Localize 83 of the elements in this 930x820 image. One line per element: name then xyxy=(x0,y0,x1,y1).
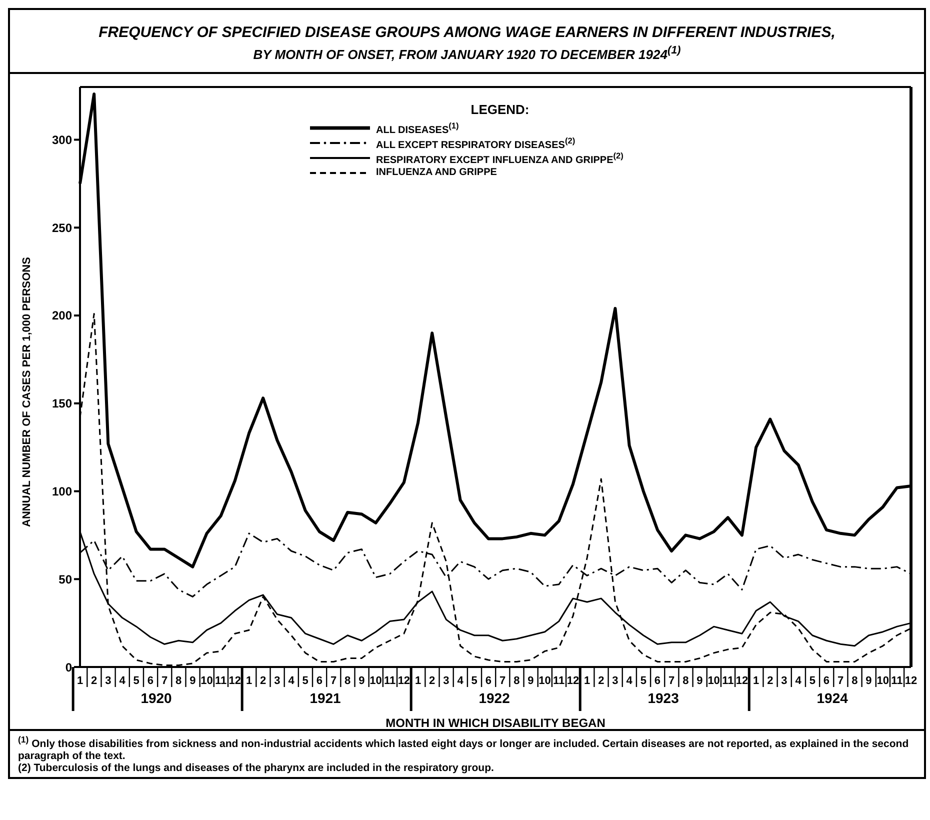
text: 1923 xyxy=(648,690,680,706)
x-tick-label: 7 xyxy=(499,675,506,688)
x-tick-label: 1 xyxy=(753,675,760,688)
x-tick-label: 10 xyxy=(876,675,889,688)
x-tick-label: 3 xyxy=(274,675,280,688)
x-tick-label: 5 xyxy=(640,675,646,688)
x-tick-label: 9 xyxy=(190,675,196,688)
x-tick-label: 12 xyxy=(566,675,580,688)
text: (2) Tuberculosis of the lungs and diseases of the pharynx are included in the respiratory group. xyxy=(18,762,494,774)
legend-label: RESPIRATORY EXCEPT INFLUENZA AND GRIPPE$^{(2)}$ xyxy=(376,150,624,166)
legend-title: LEGEND: xyxy=(470,102,530,118)
x-tick-label: 8 xyxy=(176,675,182,688)
legend-label: INFLUENZA AND GRIPPE xyxy=(376,167,497,178)
x-tick-label: 3 xyxy=(781,675,788,688)
x-tick-label: 6 xyxy=(485,675,492,688)
x-tick-label: 9 xyxy=(866,675,872,688)
x-tick-label: 11 xyxy=(384,675,396,688)
x-tick-label: 4 xyxy=(457,675,464,688)
x-tick-label: 11 xyxy=(215,675,227,688)
x-tick-label: 5 xyxy=(809,675,816,688)
legend-label: ALL EXCEPT RESPIRATORY DISEASES$^{(2)}$ xyxy=(376,135,576,150)
x-tick-label: 10 xyxy=(200,675,213,688)
x-tick-label: 12 xyxy=(228,675,242,688)
x-tick-label: 7 xyxy=(838,675,844,688)
x-tick-label: 7 xyxy=(161,675,168,688)
x-tick-label: 2 xyxy=(767,675,774,688)
x-tick-label: 1 xyxy=(246,675,252,688)
x-tick-label: 4 xyxy=(119,675,126,688)
x-tick-label: 4 xyxy=(626,675,634,688)
x-tick-label: 2 xyxy=(598,675,604,688)
x-tick-label: 6 xyxy=(654,675,661,688)
x-tick-label: 3 xyxy=(443,675,450,688)
x-tick-label: 9 xyxy=(528,675,534,688)
x-tick-label: 2 xyxy=(91,675,98,688)
text: 1924 xyxy=(816,690,848,706)
x-tick-label: 3 xyxy=(612,675,618,688)
x-tick-label: 10 xyxy=(370,675,382,688)
y-tick-label: 200 xyxy=(52,309,72,324)
x-tick-label: 8 xyxy=(682,675,689,688)
x-tick-label: 10 xyxy=(708,675,720,688)
x-axis-title: MONTH IN WHICH DISABILITY BEGAN xyxy=(386,716,606,730)
text: 1921 xyxy=(310,690,342,706)
x-tick-label: 6 xyxy=(316,675,323,688)
x-tick-label: 8 xyxy=(852,675,858,688)
x-tick-label: 1 xyxy=(76,675,84,688)
x-tick-label: 6 xyxy=(823,675,830,688)
x-tick-label: 1 xyxy=(414,675,422,688)
x-tick-label: 5 xyxy=(133,675,140,688)
y-tick-label: 50 xyxy=(58,572,72,587)
x-tick-label: 8 xyxy=(344,675,351,688)
legend-label: ALL DISEASES$^{(1)}$ xyxy=(376,120,459,136)
y-tick-label: 250 xyxy=(52,221,72,236)
x-tick-label: 11 xyxy=(553,675,565,688)
x-tick-label: 11 xyxy=(891,675,903,688)
x-tick-label: 10 xyxy=(538,675,551,688)
y-axis-title: ANNUAL NUMBER OF CASES PER 1,000 PERSONS xyxy=(20,257,33,528)
chart-title: FREQUENCY OF SPECIFIED DISEASE GROUPS AMONG WAGE EARNERS IN DIFFERENT INDUSTRIES, xyxy=(98,24,836,41)
x-tick-label: 7 xyxy=(330,675,337,688)
x-tick-label: 11 xyxy=(722,675,734,688)
y-tick-label: 150 xyxy=(52,396,72,411)
x-tick-label: 6 xyxy=(147,675,154,688)
text: 1920 xyxy=(140,690,172,706)
y-tick-label: 100 xyxy=(52,484,72,499)
x-tick-label: 2 xyxy=(429,675,436,688)
x-tick-label: 4 xyxy=(288,675,296,688)
x-tick-label: 12 xyxy=(736,675,748,688)
x-tick-label: 12 xyxy=(904,675,918,688)
x-tick-label: 8 xyxy=(514,675,520,688)
x-tick-label: 5 xyxy=(302,675,308,688)
x-tick-label: 2 xyxy=(260,675,266,688)
x-tick-label: 3 xyxy=(105,675,112,688)
x-tick-label: 7 xyxy=(668,675,675,688)
text: 1922 xyxy=(478,690,510,706)
chart-subtitle: BY MONTH OF ONSET, FROM JANUARY 1920 TO DECEMBER 1924$^{(1)}$ xyxy=(253,45,681,62)
x-tick-label: 4 xyxy=(795,675,802,688)
y-tick-label: 300 xyxy=(52,133,72,148)
y-tick-label: 0 xyxy=(65,660,72,675)
x-tick-label: 12 xyxy=(398,675,410,688)
x-tick-label: 9 xyxy=(358,675,365,688)
x-tick-label: 1 xyxy=(584,675,590,688)
x-tick-label: 9 xyxy=(696,675,703,688)
x-tick-label: 5 xyxy=(471,675,478,688)
text: $^{(1)}$ Only those disabilities from sickness and non-industrial accidents which lasted eight days or longer are included. Certain diseases are not reported, as explained in the second paragraph of the text. xyxy=(18,734,909,762)
